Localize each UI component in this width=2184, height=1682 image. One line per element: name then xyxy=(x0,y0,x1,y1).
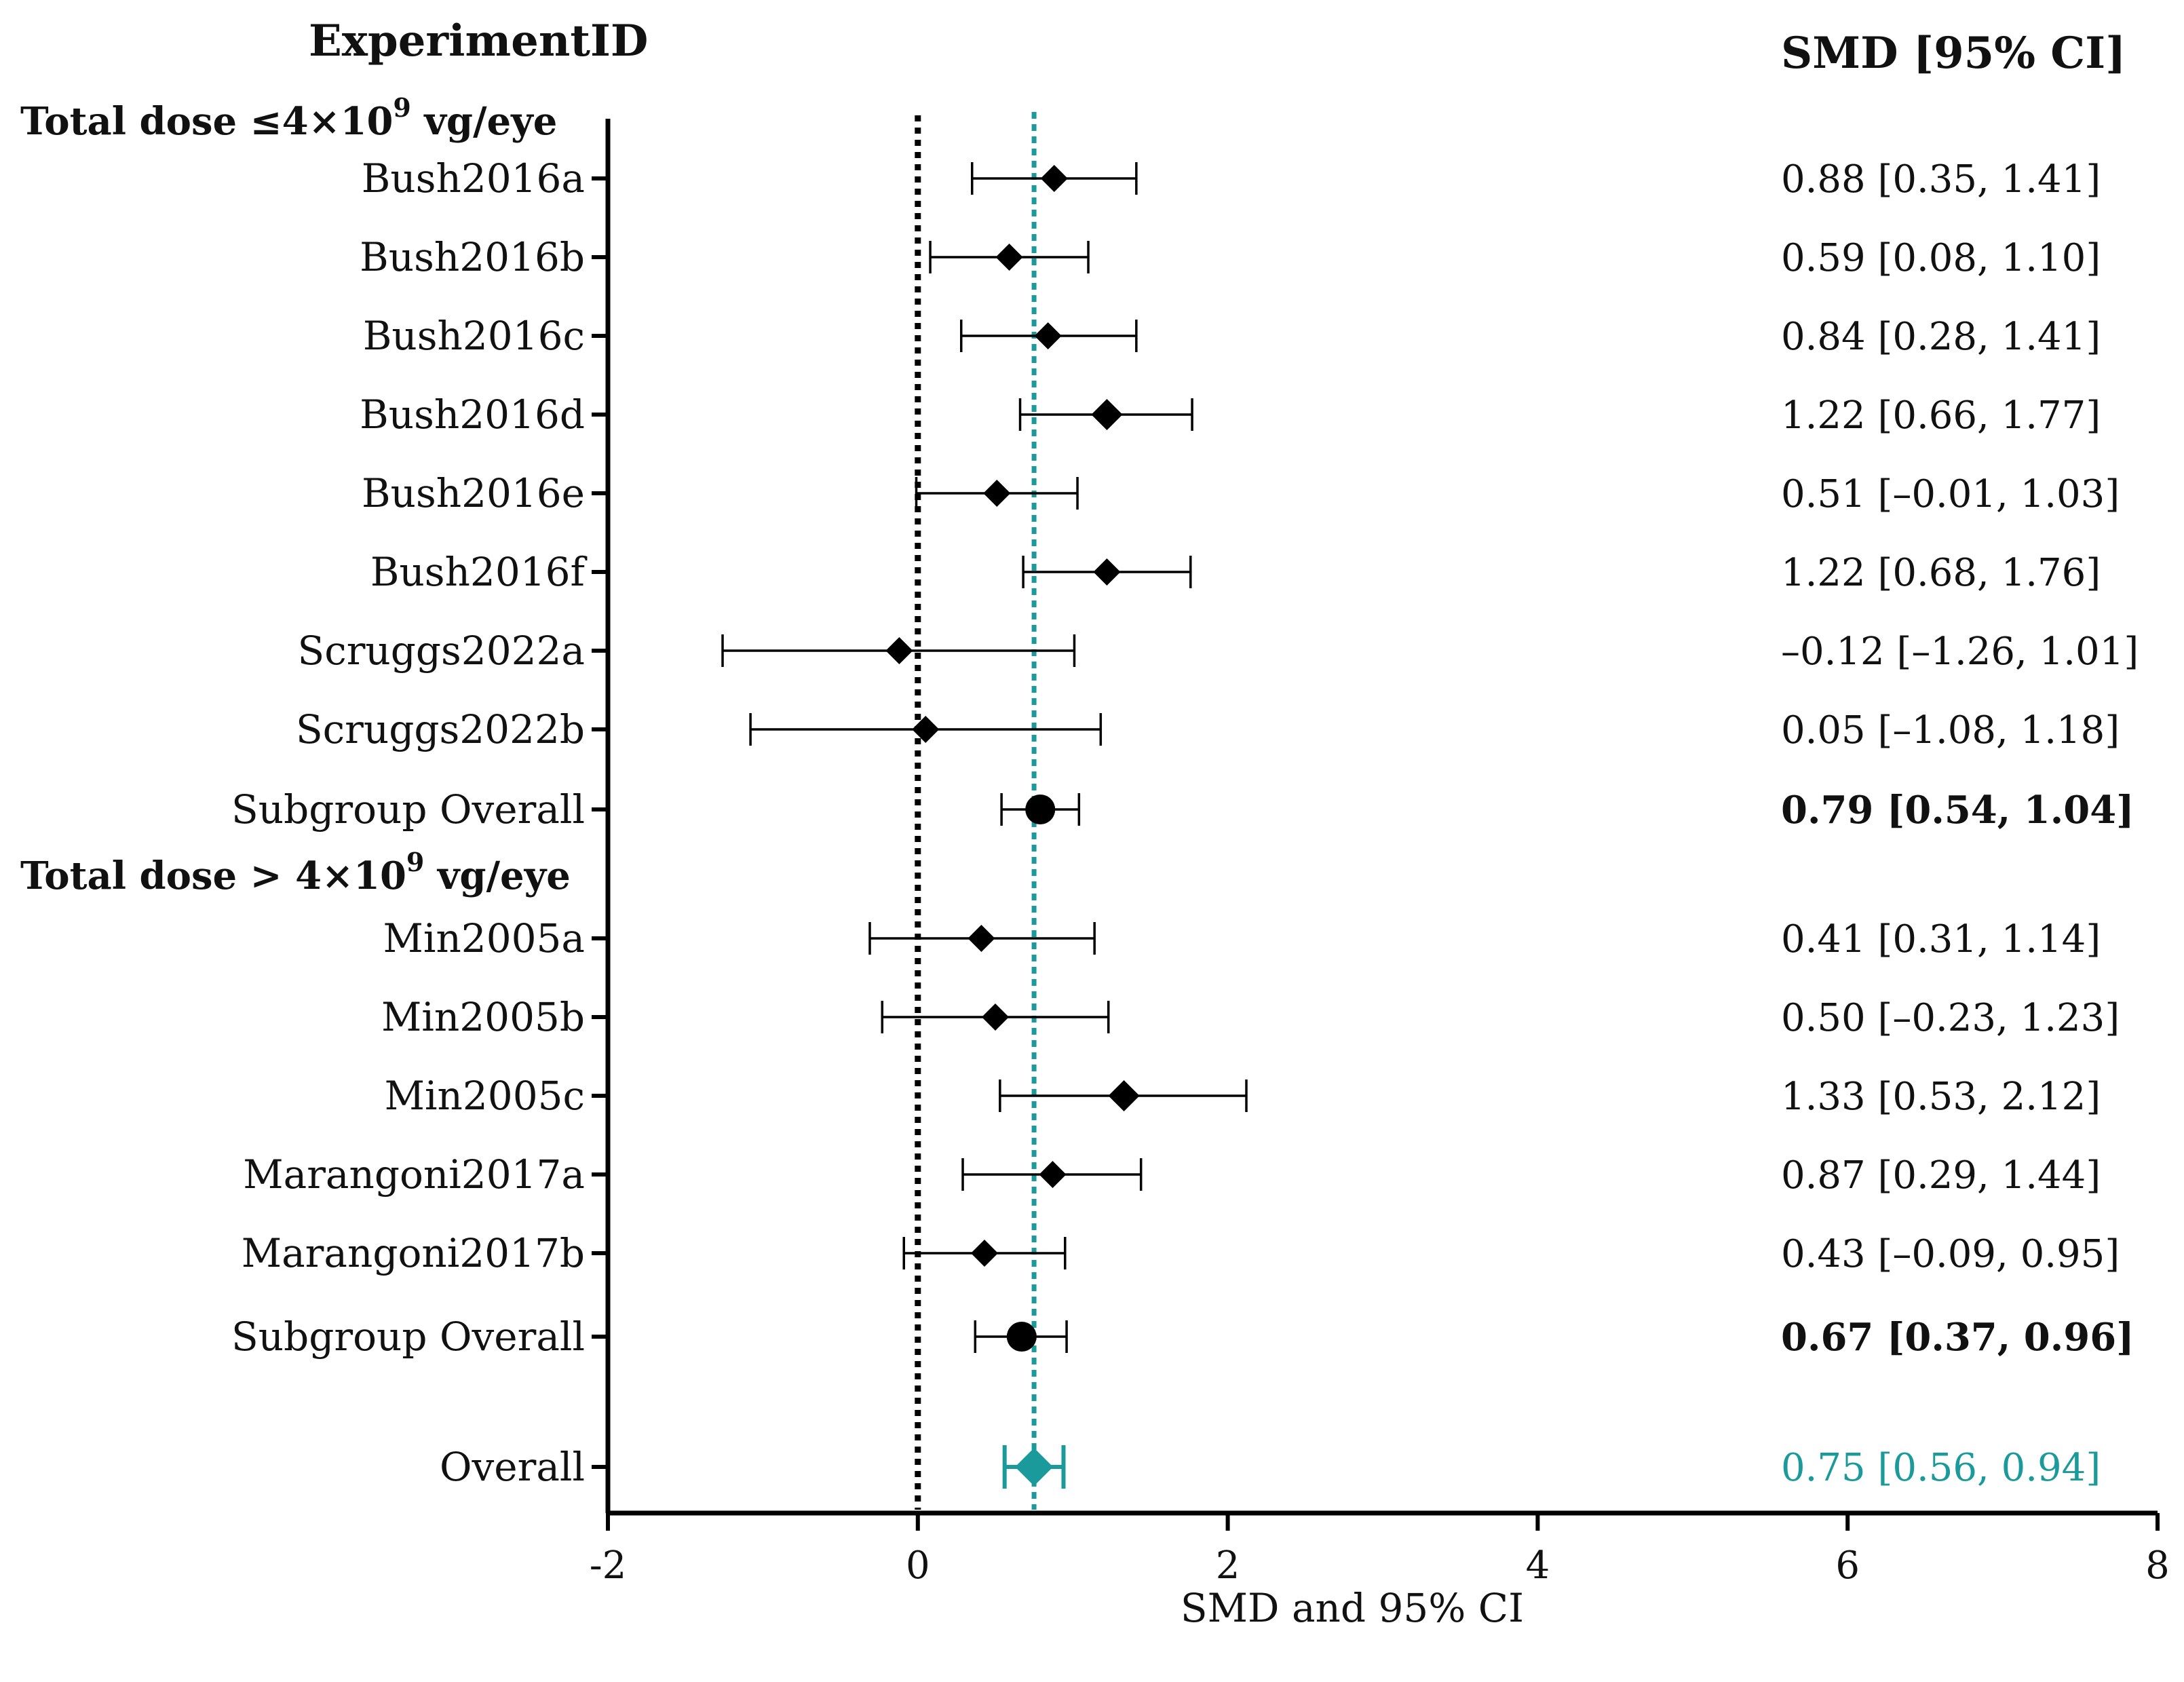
row-label-marangoni2017a: Marangoni2017a xyxy=(243,1151,585,1198)
x-tick-label-3: 4 xyxy=(1526,1544,1550,1588)
row-label-subgroup-overall-8: Subgroup Overall xyxy=(231,786,585,833)
group-header-high-dose-tail: vg/eye xyxy=(424,854,570,898)
point-min2005c xyxy=(1108,1080,1140,1111)
estimate-text-bush2016a: 0.88 [0.35, 1.41] xyxy=(1781,157,2101,202)
point-bush2016e xyxy=(983,480,1011,507)
estimate-column-header: SMD [95% CI] xyxy=(1781,28,2126,79)
estimate-text-scruggs2022a: –0.12 [–1.26, 1.01] xyxy=(1781,630,2139,674)
x-tick-label-1: 0 xyxy=(906,1544,930,1588)
point-scruggs2022b xyxy=(912,716,940,743)
row-label-min2005a: Min2005a xyxy=(383,915,585,961)
point-subgroup-overall-14 xyxy=(1006,1322,1037,1352)
row-label-subgroup-overall-14: Subgroup Overall xyxy=(231,1314,585,1360)
estimate-text-bush2016f: 1.22 [0.68, 1.76] xyxy=(1781,551,2101,595)
estimate-text-subgroup-overall-14: 0.67 [0.37, 0.96] xyxy=(1781,1315,2134,1360)
x-tick-label-0: -2 xyxy=(590,1544,627,1588)
group-header-high-dose-sup: 9 xyxy=(406,847,424,877)
estimate-text-subgroup-overall-8: 0.79 [0.54, 1.04] xyxy=(1781,788,2134,833)
row-label-overall-15: Overall xyxy=(440,1444,585,1490)
row-label-bush2016f: Bush2016f xyxy=(370,549,588,595)
row-label-min2005b: Min2005b xyxy=(381,994,585,1040)
x-tick-label-2: 2 xyxy=(1216,1544,1240,1588)
estimate-text-bush2016c: 0.84 [0.28, 1.41] xyxy=(1781,315,2101,359)
study-rows: Bush2016a 0.88 [0.35, 1.41] Bush2016b 0.59 … xyxy=(231,155,2139,1490)
point-marangoni2017a xyxy=(1039,1161,1067,1188)
estimate-text-bush2016b: 0.59 [0.08, 1.10] xyxy=(1781,236,2101,280)
group-header-low-dose: Total dose ≤4×109 vg/eye xyxy=(20,92,557,144)
group-header-high-dose-main: Total dose > 4×10 xyxy=(20,854,406,898)
point-scruggs2022a xyxy=(885,637,913,664)
row-label-bush2016d: Bush2016d xyxy=(360,391,585,438)
row-label-bush2016a: Bush2016a xyxy=(362,155,585,202)
point-bush2016a xyxy=(1040,165,1068,192)
row-label-scruggs2022a: Scruggs2022a xyxy=(297,628,585,674)
estimate-text-min2005c: 1.33 [0.53, 2.12] xyxy=(1781,1075,2101,1119)
point-subgroup-overall-8 xyxy=(1025,795,1056,824)
estimate-text-bush2016d: 1.22 [0.66, 1.77] xyxy=(1781,394,2101,438)
point-bush2016c xyxy=(1034,322,1062,349)
point-bush2016f xyxy=(1093,558,1121,586)
point-overall-15 xyxy=(1015,1448,1054,1486)
group-header-high-dose: Total dose > 4×109 vg/eye xyxy=(20,847,571,898)
group-header-low-dose-main: Total dose ≤4×10 xyxy=(20,99,393,144)
row-label-min2005c: Min2005c xyxy=(385,1073,585,1119)
x-tick-label-4: 6 xyxy=(1835,1544,1860,1588)
point-min2005b xyxy=(982,1004,1009,1031)
row-label-bush2016c: Bush2016c xyxy=(363,313,585,359)
row-label-bush2016b: Bush2016b xyxy=(360,234,585,280)
x-axis-title: SMD and 95% CI xyxy=(1181,1585,1524,1631)
estimate-text-marangoni2017b: 0.43 [–0.09, 0.95] xyxy=(1781,1232,2120,1276)
estimate-text-bush2016e: 0.51 [–0.01, 1.03] xyxy=(1781,472,2120,516)
estimate-text-marangoni2017a: 0.87 [0.29, 1.44] xyxy=(1781,1153,2101,1198)
group-header-low-dose-tail: vg/eye xyxy=(411,99,557,144)
experiment-column-header: ExperimentID xyxy=(309,16,648,66)
x-tick-label-5: 8 xyxy=(2145,1544,2170,1588)
estimate-text-min2005a: 0.41 [0.31, 1.14] xyxy=(1781,917,2101,961)
row-label-marangoni2017b: Marangoni2017b xyxy=(242,1230,585,1276)
estimate-text-min2005b: 0.50 [–0.23, 1.23] xyxy=(1781,996,2120,1040)
row-label-bush2016e: Bush2016e xyxy=(362,470,585,516)
point-bush2016b xyxy=(995,244,1023,271)
group-header-low-dose-sup: 9 xyxy=(393,92,410,123)
point-bush2016d xyxy=(1091,399,1123,430)
x-axis: -2 0 2 4 6 8 xyxy=(590,1513,2170,1588)
estimate-text-overall-15: 0.75 [0.56, 0.94] xyxy=(1781,1446,2101,1490)
point-min2005a xyxy=(968,925,995,952)
estimate-text-scruggs2022b: 0.05 [–1.08, 1.18] xyxy=(1781,708,2120,752)
point-marangoni2017b xyxy=(971,1240,999,1267)
row-label-scruggs2022b: Scruggs2022b xyxy=(296,706,585,752)
